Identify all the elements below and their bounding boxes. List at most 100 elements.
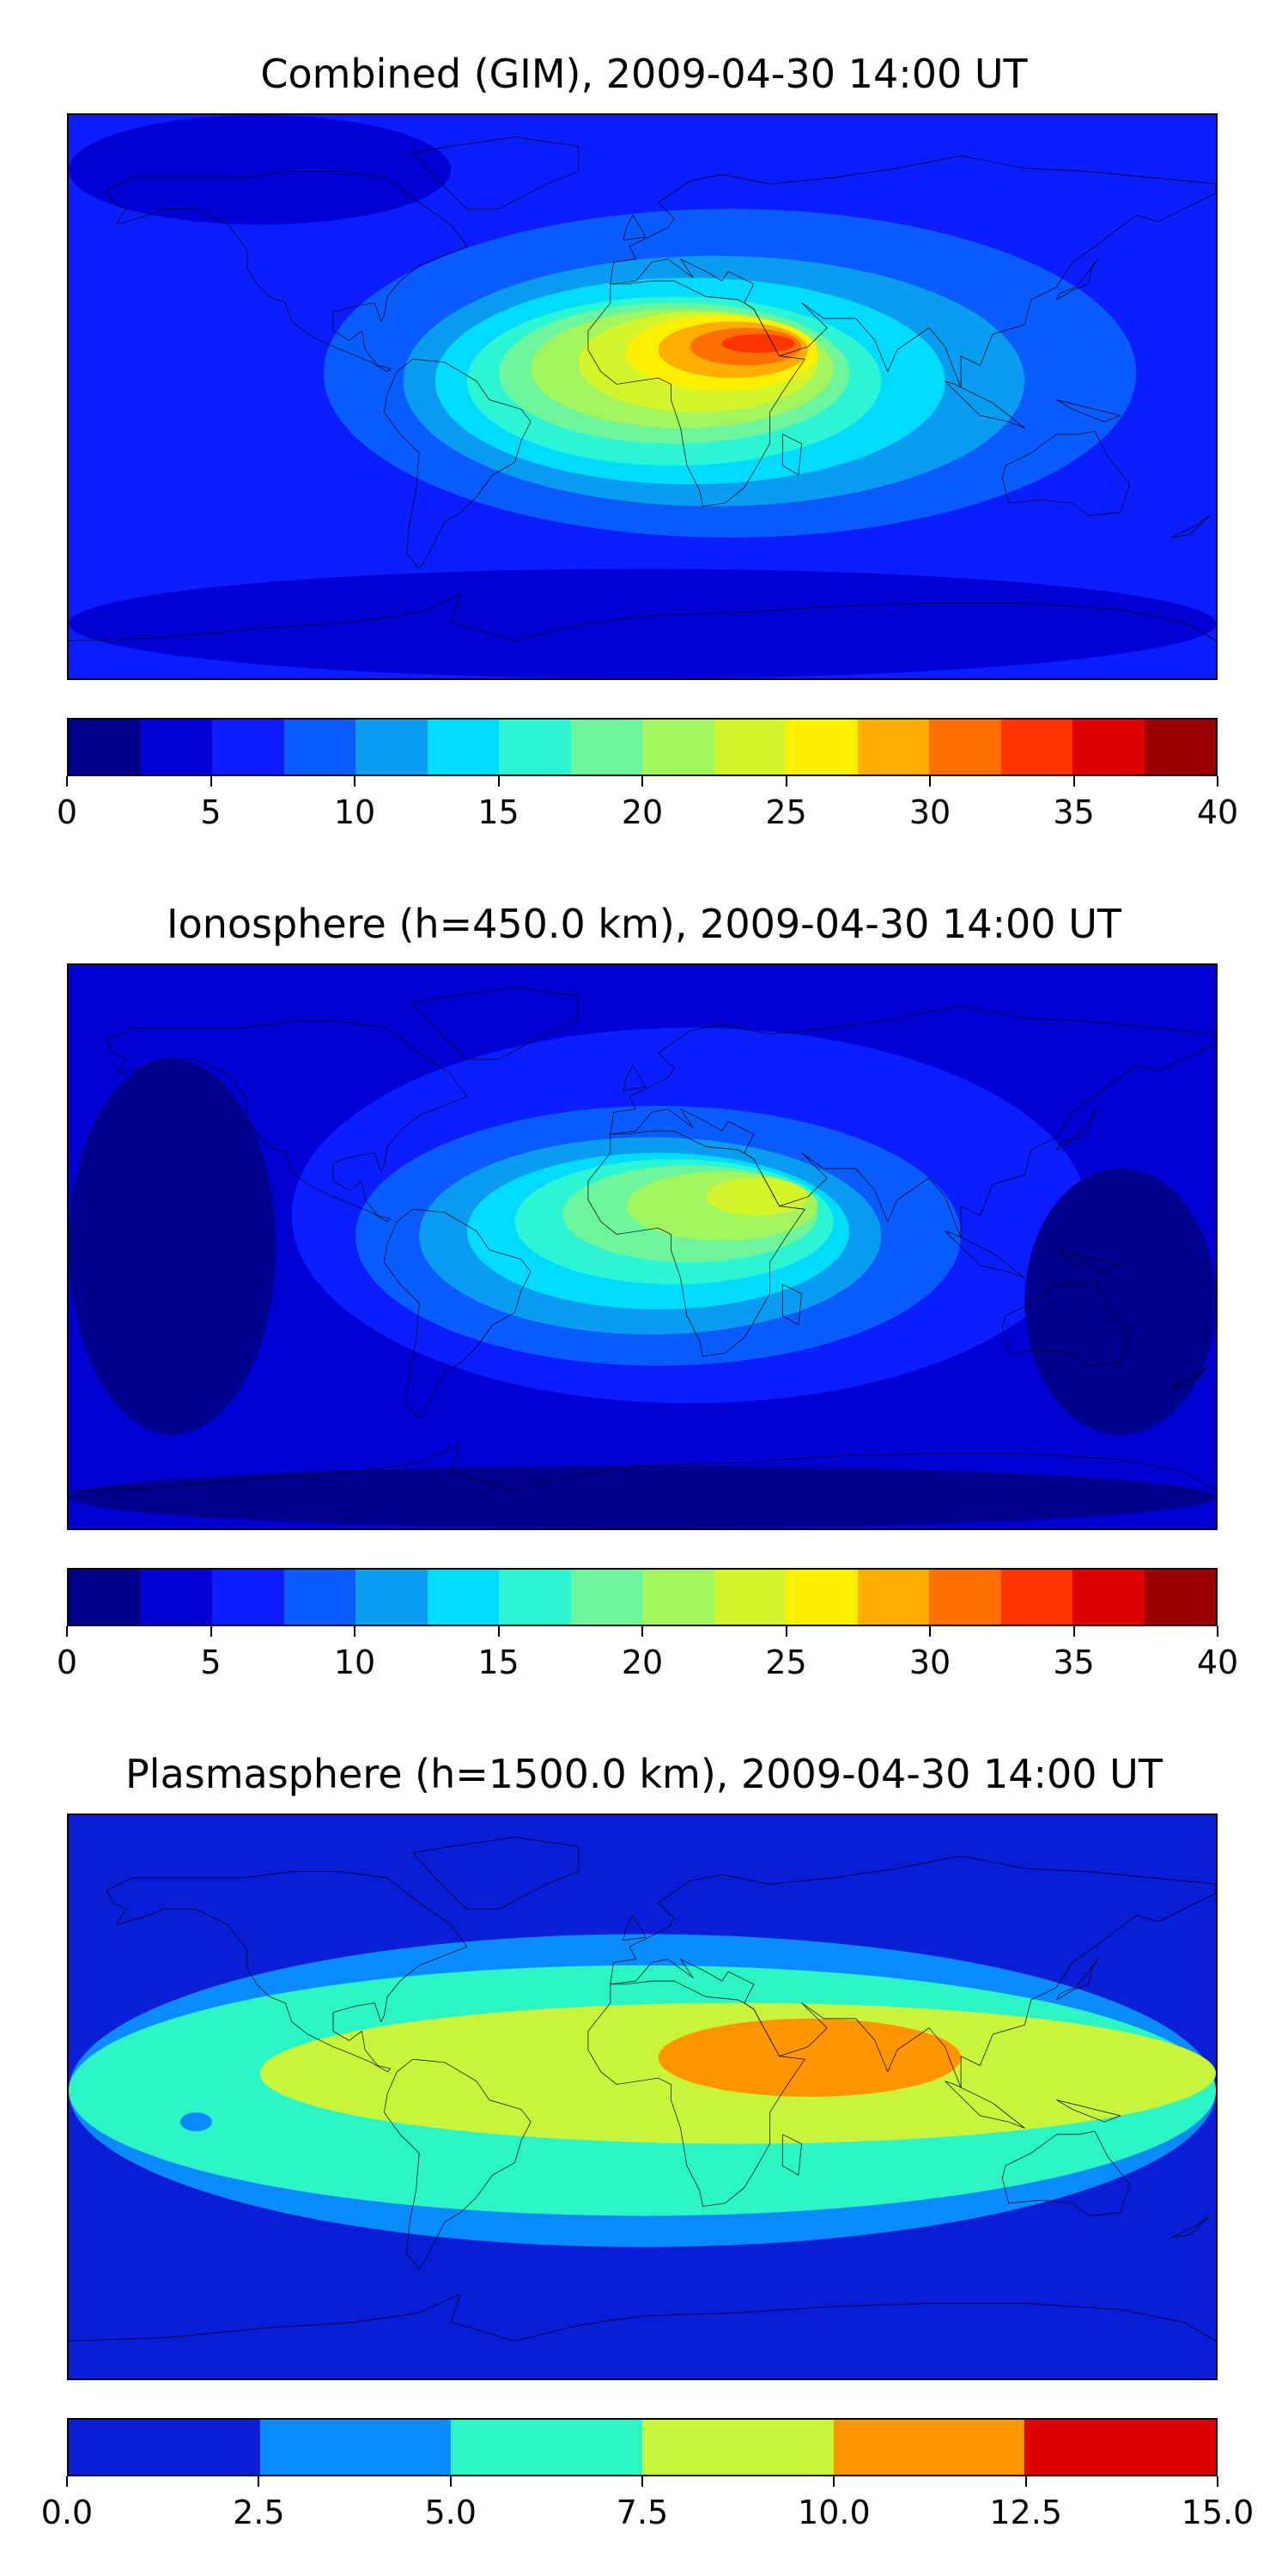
colorbar-segment xyxy=(355,1570,428,1625)
coastline xyxy=(945,1231,1025,1279)
colorbar-segment xyxy=(1144,1570,1216,1625)
tick-mark xyxy=(449,2476,452,2487)
tick-mark xyxy=(354,776,355,787)
coastline xyxy=(69,594,1216,641)
coastline xyxy=(107,1022,467,1222)
tick-mark xyxy=(1072,1626,1075,1637)
coastline xyxy=(623,1916,646,1941)
tick-label: 40 xyxy=(1196,1643,1239,1681)
coastline xyxy=(945,2081,1025,2129)
coastline xyxy=(107,172,467,372)
colorbar-segment xyxy=(427,1570,499,1625)
contour-level-1 xyxy=(69,568,1216,678)
tick-mark xyxy=(258,2476,260,2487)
colorbar-segment xyxy=(1072,720,1145,775)
colorbar-segment xyxy=(642,2420,834,2475)
coastline xyxy=(782,434,801,475)
tick-mark xyxy=(1217,1626,1218,1637)
tick-label: 25 xyxy=(765,793,807,831)
tick-label: 12.5 xyxy=(989,2494,1062,2531)
coastline xyxy=(69,1444,1216,1492)
coastline xyxy=(384,1209,531,1419)
tick-label: 0 xyxy=(56,793,78,831)
coastline xyxy=(588,1981,805,2206)
contour-level-0 xyxy=(69,1466,1216,1528)
colorbar xyxy=(67,1568,1218,1626)
map-plot xyxy=(67,1814,1218,2380)
colorbar-segment xyxy=(1024,2420,1217,2475)
coastline xyxy=(1171,515,1210,538)
colorbar xyxy=(67,718,1218,776)
coastline xyxy=(1056,1250,1120,1273)
coastline xyxy=(1056,1959,1097,2000)
panel-title: Combined (GIM), 2009-04-30 14:00 UT xyxy=(260,51,1028,97)
tick-label: 15 xyxy=(477,793,519,831)
contour-level-4 xyxy=(658,2018,962,2097)
tick-label: 25 xyxy=(765,1643,807,1681)
tick-label: 5 xyxy=(200,793,222,831)
tick-mark xyxy=(66,776,68,787)
colorbar-segment xyxy=(714,1570,786,1625)
tick-label: 15.0 xyxy=(1181,2494,1255,2531)
tick-label: 35 xyxy=(1053,793,1095,831)
tick-mark xyxy=(929,776,931,787)
coastline xyxy=(413,137,579,210)
colorbar-segment xyxy=(929,720,1001,775)
tick-mark xyxy=(210,776,212,787)
colorbar-segment xyxy=(1000,1570,1072,1625)
colorbar-segment xyxy=(1000,720,1072,775)
colorbar-segment xyxy=(1144,720,1216,775)
coastline xyxy=(384,2059,531,2269)
colorbar-segment xyxy=(69,720,141,775)
coastline xyxy=(782,2135,801,2175)
map-plot xyxy=(67,113,1218,680)
contour-level-9 xyxy=(706,1177,808,1216)
coastline xyxy=(1056,2100,1120,2123)
tick-label: 10 xyxy=(333,1643,376,1681)
tick-mark xyxy=(641,2476,643,2487)
tick-mark xyxy=(641,1626,643,1637)
colorbar-segment xyxy=(140,1570,212,1625)
coastline xyxy=(384,359,531,568)
map-svg xyxy=(69,115,1216,678)
colorbar-segment xyxy=(833,2420,1025,2475)
tick-mark xyxy=(66,2476,68,2487)
tick-mark xyxy=(641,776,643,787)
coastline xyxy=(413,1838,579,1910)
colorbar-ticks: 0 5 10 15 20 25 30 35 40 xyxy=(57,1626,1238,1686)
tick-mark xyxy=(1217,2476,1218,2487)
coastline xyxy=(611,155,1216,387)
tick-label: 0 xyxy=(56,1643,78,1681)
tick-mark xyxy=(833,2476,835,2487)
coastline xyxy=(588,1131,805,1356)
colorbar-segment xyxy=(642,720,714,775)
panel-combined: Combined (GIM), 2009-04-30 14:00 UT 0 5 10… xyxy=(0,0,1288,859)
tick-mark xyxy=(497,776,500,787)
colorbar-ticks: 0 5 10 15 20 25 30 35 40 xyxy=(57,776,1238,836)
colorbar-segment xyxy=(212,720,284,775)
contour-level-13 xyxy=(721,334,796,353)
tick-mark xyxy=(785,1626,787,1637)
coastline xyxy=(611,1005,1216,1237)
colorbar-segment xyxy=(857,720,929,775)
tick-label: 30 xyxy=(908,1643,951,1681)
coastline xyxy=(69,2294,1216,2342)
tick-label: 20 xyxy=(621,793,664,831)
tick-label: 15 xyxy=(477,1643,519,1681)
colorbar-segment xyxy=(786,720,858,775)
panel-title: Ionosphere (h=450.0 km), 2009-04-30 14:0… xyxy=(167,901,1121,947)
tick-label: 10.0 xyxy=(798,2494,871,2531)
colorbar-segment xyxy=(929,1570,1001,1625)
tick-label: 30 xyxy=(908,793,951,831)
tick-label: 40 xyxy=(1196,793,1239,831)
tick-mark xyxy=(354,1626,355,1637)
coastline xyxy=(623,216,646,240)
tick-mark xyxy=(210,1626,212,1637)
colorbar-segment xyxy=(69,1570,141,1625)
tick-mark xyxy=(929,1626,931,1637)
colorbar-segment xyxy=(714,720,786,775)
coastline xyxy=(1056,400,1120,422)
tick-mark xyxy=(1217,776,1218,787)
tick-label: 35 xyxy=(1053,1643,1095,1681)
colorbar-segment xyxy=(786,1570,858,1625)
